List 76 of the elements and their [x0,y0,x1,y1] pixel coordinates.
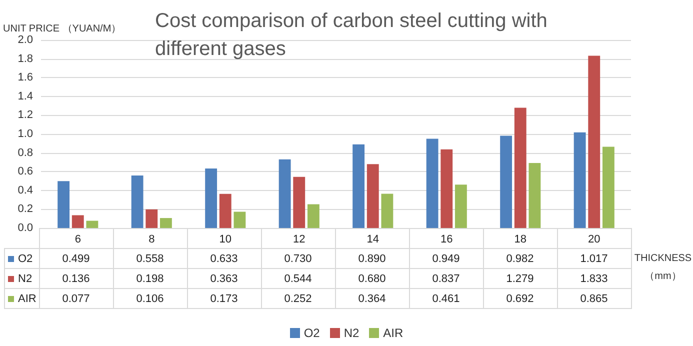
y-tick-label: 1.2 [18,109,33,122]
data-label: 0.982 [483,248,557,268]
y-tick-label: 0.8 [18,146,33,159]
bar [426,138,438,228]
legend-label: AIR [4,288,39,308]
y-tick-label: 0.4 [18,184,33,196]
bar [366,164,379,228]
bar [514,108,526,228]
data-label: 0.252 [261,288,335,308]
text: AIR [383,326,404,340]
x-tick-label: 10 [219,234,232,246]
data-label: 0.890 [335,248,409,268]
bar [528,162,541,228]
x-tick-label: 16 [440,234,453,246]
x-axis-title: THICKNESS （mm） [634,252,692,284]
bar [160,218,172,228]
bar [293,176,306,228]
y-tick-label: 0.0 [18,222,33,234]
bar [278,159,291,228]
data-label: 0.499 [39,248,113,268]
x-tick-label: 12 [293,234,306,246]
x-tick-label: 20 [588,234,600,246]
data-label: 1.833 [557,268,631,288]
bar [131,176,144,228]
data-label: 0.949 [409,248,483,268]
bar [440,149,453,228]
data-label: 0.173 [187,288,261,308]
data-label: 1.279 [483,268,557,288]
data-label: 0.558 [113,248,187,268]
data-label: 0.633 [187,248,261,268]
bar [381,194,394,228]
x-tick-label: 8 [148,234,155,246]
y-tick-label: 1.0 [18,128,33,140]
bar [234,212,246,228]
data-label: 0.544 [261,268,335,288]
bar [602,146,614,228]
data-label: 1.017 [557,248,631,268]
bar [219,194,232,228]
bar [58,181,70,228]
bar [146,209,158,228]
bar [574,132,586,228]
y-tick-label: 1.8 [18,52,33,65]
data-label: 0.461 [409,288,483,308]
bar [72,215,84,228]
x-tick-label: 18 [514,234,526,246]
chart-title: Cost comparison of carbon steel cutting with different gases [155,10,553,60]
bar [500,136,512,228]
bar [205,168,218,228]
text: N2 [344,326,360,340]
y-tick-label: 2.0 [18,34,33,46]
legend-label: N2 [4,268,39,288]
bar [588,56,600,228]
data-label: 0.198 [113,268,187,288]
data-label: 0.364 [335,288,409,308]
data-label: 0.136 [39,268,113,288]
y-tick-label: 1.4 [18,90,33,102]
legend-label: O2 [4,248,39,268]
data-label: 0.680 [335,268,409,288]
x-tick-label: 14 [366,234,379,246]
x-tick-label: 6 [74,234,81,246]
data-label: 0.865 [557,288,631,308]
data-label: 0.106 [113,288,187,308]
data-label: 0.692 [483,288,557,308]
bar [454,184,467,228]
data-label: 0.730 [261,248,335,268]
data-label: 0.837 [409,268,483,288]
text: O2 [304,326,320,340]
y-tick-label: 0.2 [18,203,33,216]
bar [352,144,365,228]
y-tick-label: 1.6 [18,72,33,84]
y-tick-label: 0.6 [18,166,33,178]
y-axis-title: UNIT PRICE （YUAN/M） [3,24,122,34]
data-label: 0.077 [39,288,113,308]
bar [307,204,320,228]
bar [86,220,98,228]
data-label: 0.363 [187,268,261,288]
